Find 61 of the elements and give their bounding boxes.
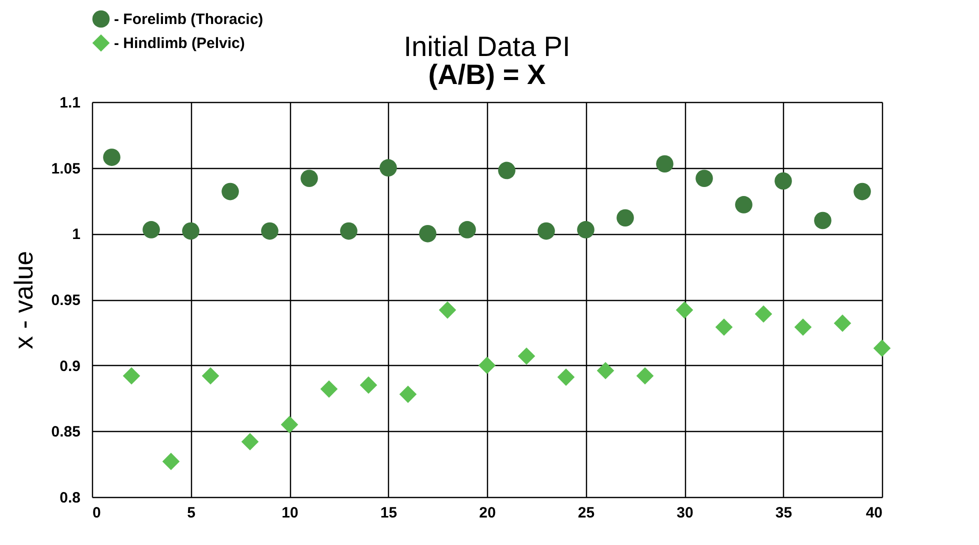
point	[122, 367, 140, 385]
legend-label: - Forelimb (Thoracic)	[114, 11, 264, 28]
y-axis-title: x - value	[8, 250, 38, 350]
point	[834, 314, 852, 332]
point	[774, 172, 792, 190]
y-tick-label: 1.05	[51, 160, 80, 178]
point	[814, 212, 832, 230]
point	[222, 182, 239, 200]
x-tick-label: 35	[775, 504, 792, 522]
point	[300, 170, 318, 188]
point	[399, 386, 417, 403]
y-tick-label: 0.85	[51, 424, 80, 441]
x-tick-label: 10	[282, 504, 298, 522]
x-tick-label: 15	[380, 504, 398, 522]
y-tick-label: 0.8	[60, 490, 80, 506]
point	[320, 380, 338, 398]
point	[419, 225, 436, 242]
point	[478, 356, 496, 374]
point	[340, 222, 358, 240]
point	[438, 301, 456, 319]
point	[557, 368, 575, 386]
point	[280, 416, 298, 434]
y-tick-label: 0.9	[60, 358, 80, 375]
point	[735, 196, 752, 214]
point	[182, 222, 200, 240]
point	[360, 376, 378, 394]
x-tick-label: 5	[187, 504, 196, 522]
point	[696, 170, 713, 188]
point	[794, 318, 812, 336]
x-tick-label: 30	[676, 504, 694, 522]
point	[715, 318, 733, 336]
point	[518, 347, 536, 365]
point	[498, 162, 516, 180]
point	[596, 362, 614, 380]
point	[676, 301, 694, 319]
x-tick-label: 0	[92, 504, 101, 522]
point	[577, 221, 594, 238]
point	[854, 182, 871, 200]
chart-subtitle: (A/B) = X	[428, 59, 546, 90]
point	[241, 433, 259, 450]
point	[202, 367, 220, 385]
x-tick-label: 25	[578, 504, 595, 522]
x-tick-label: 20	[479, 504, 496, 522]
x-tick-label: 40	[866, 504, 882, 522]
legend-label: - Hindlimb (Pelvic)	[114, 35, 245, 52]
chart-title: Initial Data PI	[404, 31, 570, 62]
y-tick-label: 0.95	[51, 292, 80, 309]
point	[754, 305, 772, 323]
point	[261, 222, 278, 240]
point	[538, 222, 555, 240]
point	[142, 221, 160, 238]
point	[616, 209, 634, 227]
y-tick-label: 1.1	[60, 94, 80, 112]
y-tick-label: 1	[72, 226, 80, 244]
point	[458, 221, 476, 238]
point	[656, 155, 674, 173]
point	[380, 159, 397, 176]
point	[873, 340, 891, 357]
point	[162, 452, 180, 470]
point	[636, 367, 654, 385]
point	[103, 148, 120, 166]
